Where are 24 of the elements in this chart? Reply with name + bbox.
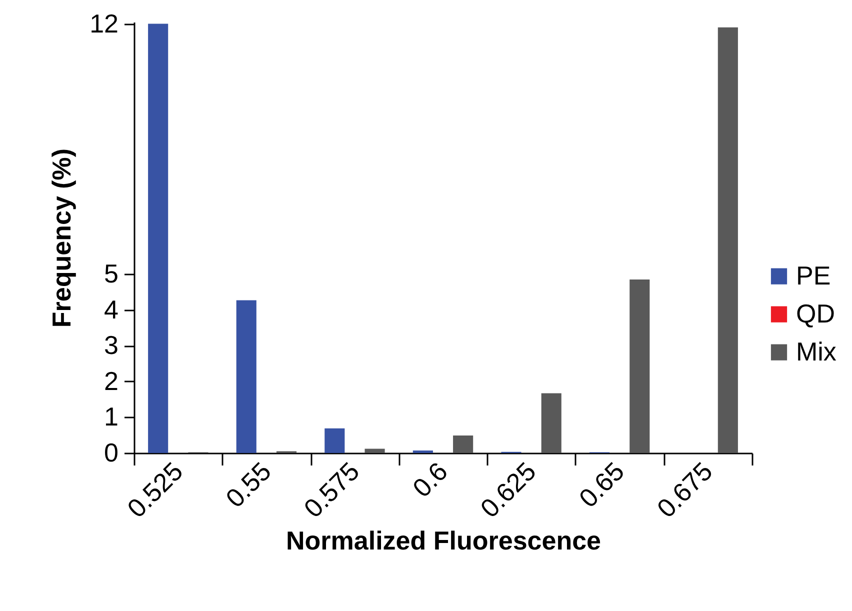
y-tick-label: 12 — [90, 8, 118, 38]
bar — [236, 300, 256, 453]
x-tick-label: 0.55 — [220, 456, 277, 514]
y-tick-label: 2 — [104, 366, 118, 396]
y-tick-label: 4 — [104, 294, 118, 324]
y-tick-label: 0 — [104, 438, 118, 468]
y-tick-label: 5 — [104, 258, 118, 289]
bar — [148, 24, 168, 453]
bar — [324, 428, 345, 453]
x-tick-label: 0.65 — [572, 456, 630, 514]
bar — [718, 27, 738, 453]
bar — [453, 435, 474, 453]
legend-label: PE — [796, 260, 831, 290]
y-tick-label: 1 — [104, 402, 118, 432]
bar — [364, 448, 385, 453]
bar — [630, 280, 650, 453]
bar — [412, 450, 433, 453]
legend-label: QD — [796, 298, 835, 328]
x-axis-title: Normalized Fluorescence — [286, 526, 601, 556]
y-axis-title: Frequency (%) — [46, 148, 77, 328]
legend-label: Mix — [796, 336, 836, 366]
x-tick-label: 0.6 — [406, 456, 454, 503]
bar — [541, 393, 562, 453]
y-tick-label: 3 — [104, 330, 118, 360]
